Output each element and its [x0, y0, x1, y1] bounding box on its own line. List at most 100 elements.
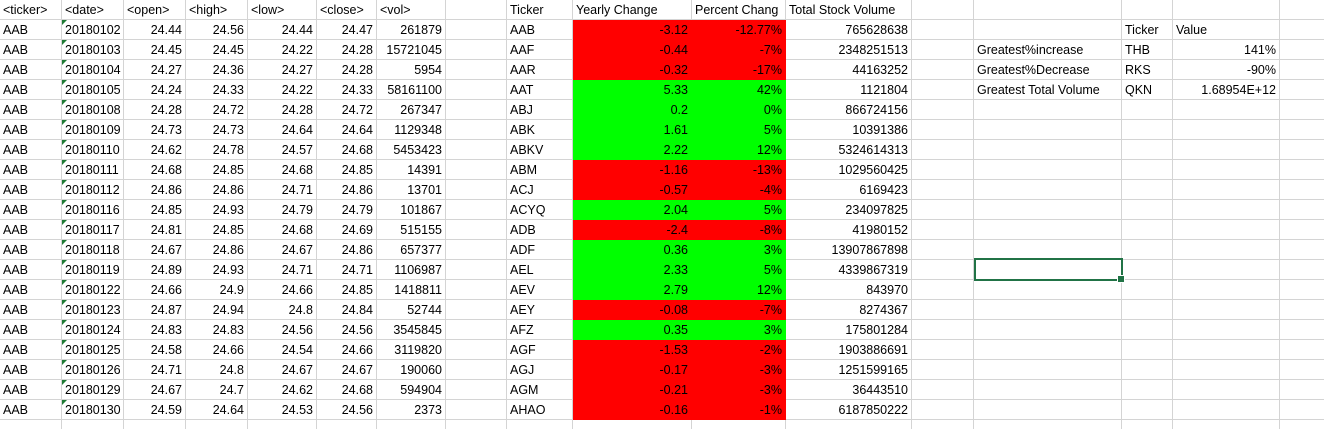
value-cell[interactable]: 24.45 [186, 40, 248, 60]
empty-cell[interactable] [974, 360, 1122, 380]
date-cell[interactable]: 20180125 [62, 340, 124, 360]
date-cell[interactable]: 20180102 [62, 20, 124, 40]
total-volume-cell[interactable]: 41980152 [786, 220, 912, 240]
empty-cell[interactable] [974, 320, 1122, 340]
total-volume-cell[interactable]: 866724156 [786, 100, 912, 120]
empty-cell[interactable] [912, 100, 974, 120]
empty-cell[interactable] [1173, 140, 1280, 160]
empty-cell[interactable] [912, 140, 974, 160]
empty-cell[interactable] [912, 40, 974, 60]
empty-cell[interactable] [1280, 80, 1324, 100]
empty-cell[interactable] [912, 220, 974, 240]
empty-cell[interactable] [912, 60, 974, 80]
empty-cell[interactable] [1280, 360, 1324, 380]
yearly-change-cell[interactable]: -3.12 [573, 20, 692, 40]
summary-ticker-cell[interactable]: AEV [507, 280, 573, 300]
empty-cell[interactable] [912, 160, 974, 180]
summary-ticker-cell[interactable]: ABK [507, 120, 573, 140]
empty-cell[interactable] [1280, 160, 1324, 180]
value-cell[interactable]: 24.59 [124, 400, 186, 420]
empty-cell[interactable] [446, 260, 507, 280]
empty-cell[interactable] [1122, 300, 1173, 320]
empty-cell[interactable] [1173, 160, 1280, 180]
value-cell[interactable]: 24.64 [186, 400, 248, 420]
value-cell[interactable]: 24.67 [248, 240, 317, 260]
value-cell[interactable]: 24.62 [124, 140, 186, 160]
value-cell[interactable]: 24.66 [186, 340, 248, 360]
summary-ticker-cell[interactable]: AAT [507, 80, 573, 100]
empty-cell[interactable] [1173, 420, 1280, 429]
date-cell[interactable]: 20180117 [62, 220, 124, 240]
total-volume-cell[interactable]: 2348251513 [786, 40, 912, 60]
summary-ticker-cell[interactable]: AFZ [507, 320, 573, 340]
value-cell[interactable]: 24.84 [317, 300, 377, 320]
empty-cell[interactable] [912, 380, 974, 400]
summary-ticker-cell[interactable]: AHAO [507, 400, 573, 420]
value-cell[interactable]: 24.57 [248, 140, 317, 160]
empty-cell[interactable] [1122, 280, 1173, 300]
empty-cell[interactable] [1173, 300, 1280, 320]
value-cell[interactable]: 24.71 [248, 180, 317, 200]
value-cell[interactable]: 24.8 [186, 360, 248, 380]
empty-cell[interactable] [446, 20, 507, 40]
value-cell[interactable]: 515155 [377, 220, 446, 240]
value-cell[interactable]: 24.56 [317, 320, 377, 340]
value-cell[interactable]: 24.85 [317, 280, 377, 300]
value-cell[interactable]: 24.69 [317, 220, 377, 240]
summary-ticker-cell[interactable]: AGM [507, 380, 573, 400]
total-volume-cell[interactable]: 1029560425 [786, 160, 912, 180]
empty-cell[interactable] [974, 420, 1122, 429]
yearly-change-cell[interactable]: 1.61 [573, 120, 692, 140]
empty-cell[interactable] [974, 340, 1122, 360]
total-volume-cell[interactable]: 5324614313 [786, 140, 912, 160]
empty-cell[interactable] [1280, 420, 1324, 429]
empty-cell[interactable] [1173, 320, 1280, 340]
value-cell[interactable]: 24.68 [248, 220, 317, 240]
value-cell[interactable]: 58161100 [377, 80, 446, 100]
total-volume-cell[interactable]: 1121804 [786, 80, 912, 100]
value-cell[interactable]: 24.79 [317, 200, 377, 220]
empty-cell[interactable] [1173, 260, 1280, 280]
empty-cell[interactable] [1280, 20, 1324, 40]
ticker-cell[interactable]: AAB [0, 140, 62, 160]
empty-cell[interactable] [974, 240, 1122, 260]
ticker-cell[interactable]: AAB [0, 60, 62, 80]
empty-cell[interactable] [974, 100, 1122, 120]
value-cell[interactable]: 24.68 [248, 160, 317, 180]
ticker-cell[interactable]: AAB [0, 80, 62, 100]
yearly-change-cell[interactable]: 0.2 [573, 100, 692, 120]
empty-cell[interactable] [0, 420, 62, 429]
empty-cell[interactable] [1280, 320, 1324, 340]
empty-cell[interactable] [1173, 360, 1280, 380]
empty-cell[interactable] [1280, 140, 1324, 160]
value-cell[interactable]: 24.47 [317, 20, 377, 40]
ticker-cell[interactable]: AAB [0, 320, 62, 340]
empty-cell[interactable] [1280, 260, 1324, 280]
total-volume-cell[interactable]: 765628638 [786, 20, 912, 40]
empty-cell[interactable] [1280, 300, 1324, 320]
empty-cell[interactable] [974, 0, 1122, 20]
date-cell[interactable]: 20180123 [62, 300, 124, 320]
value-cell[interactable]: 24.93 [186, 200, 248, 220]
total-volume-cell[interactable]: 36443510 [786, 380, 912, 400]
column-header-cell[interactable]: <low> [248, 0, 317, 20]
percent-change-cell[interactable]: -8% [692, 220, 786, 240]
percent-change-cell[interactable]: 5% [692, 120, 786, 140]
yearly-change-cell[interactable]: -1.53 [573, 340, 692, 360]
summary-ticker-cell[interactable]: ACJ [507, 180, 573, 200]
value-cell[interactable]: 24.85 [124, 200, 186, 220]
empty-cell[interactable] [446, 120, 507, 140]
ticker-cell[interactable]: AAB [0, 20, 62, 40]
empty-cell[interactable] [446, 340, 507, 360]
greatest-label-cell[interactable]: Greatest%Decrease [974, 60, 1122, 80]
empty-cell[interactable] [186, 420, 248, 429]
percent-change-cell[interactable]: 3% [692, 240, 786, 260]
value-cell[interactable]: 24.8 [248, 300, 317, 320]
empty-cell[interactable] [573, 420, 692, 429]
value-cell[interactable]: 3119820 [377, 340, 446, 360]
percent-change-cell[interactable]: 0% [692, 100, 786, 120]
empty-cell[interactable] [1280, 200, 1324, 220]
percent-change-cell[interactable]: 5% [692, 260, 786, 280]
total-volume-cell[interactable]: 8274367 [786, 300, 912, 320]
